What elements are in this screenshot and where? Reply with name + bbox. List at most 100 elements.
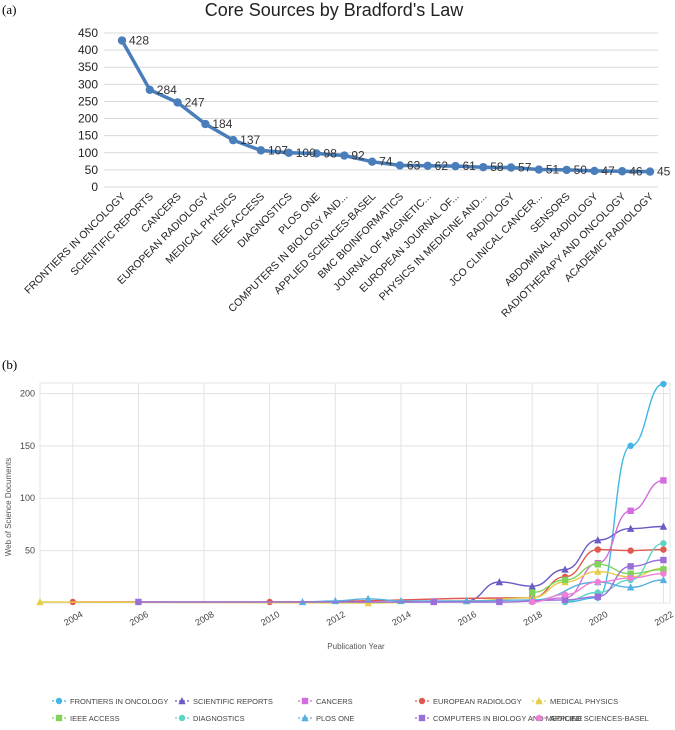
chart-b-point (594, 536, 602, 544)
chart-a-point (479, 162, 488, 172)
chart-b-legend-swatch-marker (55, 714, 63, 722)
chart-a-point (423, 161, 432, 170)
chart-b-legend-item[interactable]: APPLIED SCIENCES-BASEL (532, 714, 649, 723)
chart-a-point (201, 119, 210, 129)
chart-b-x-axis-label: Publication Year (327, 642, 385, 651)
chart-b-point (561, 591, 569, 598)
chart-b-legend-item[interactable]: EUROPEAN RADIOLOGY (415, 697, 522, 706)
chart-b-legend-label: CANCERS (316, 697, 353, 706)
chart-b-point (594, 578, 602, 586)
chart-b-point (627, 507, 634, 515)
chart-b-gridlines (39, 382, 671, 604)
chart-b-point (561, 576, 569, 584)
chart-a-data-label: 98 (324, 146, 338, 160)
chart-b-x-tick-label: 2012 (325, 609, 347, 628)
chart-a-data-label: 137 (240, 133, 260, 147)
chart-a-data-label: 58 (490, 160, 504, 174)
chart-a-y-tick-label: 450 (78, 26, 98, 40)
chart-a-data-label: 184 (212, 117, 232, 131)
chart-b-y-tick-label: 100 (20, 493, 35, 503)
chart-b-point (36, 597, 44, 606)
chart-a-line (120, 39, 651, 174)
chart-b-legend-item[interactable]: MEDICAL PHYSICS (532, 697, 618, 706)
chart-a-point (256, 146, 266, 155)
chart-a-y-ticks: 0 50 100 150 200 250 300 350 400 450 (78, 26, 98, 194)
chart-a-data-label: 107 (268, 143, 288, 157)
chart-b-series-group (462, 522, 668, 605)
chart-a-data-label: 45 (657, 165, 671, 179)
chart-b-point (660, 556, 667, 564)
chart-b-point (660, 566, 667, 573)
chart-a-data-label: 46 (629, 164, 643, 178)
chart-b-x-tick-label: 2006 (128, 609, 150, 628)
chart-b-point (528, 589, 536, 596)
chart-b-x-tick-label: 2018 (522, 609, 544, 628)
chart-b-series-group (528, 570, 667, 606)
chart-b-point (594, 546, 602, 553)
chart-b-legend-label: PLOS ONE (316, 714, 354, 723)
chart-b-legend-swatch-marker (535, 697, 543, 705)
chart-b-point (660, 570, 667, 577)
chart-b-series-line (39, 567, 664, 604)
chart-b-point (135, 598, 142, 606)
chart-b-legend-swatch-marker (55, 697, 63, 705)
chart-a-gridlines (104, 32, 658, 188)
chart-b-point (594, 561, 602, 568)
chart-b-point (626, 524, 635, 532)
chart-b-legend-item[interactable]: FRONTIERS IN ONCOLOGY (52, 697, 168, 706)
chart-b-series-line (564, 383, 664, 603)
chart-b-point (561, 596, 569, 604)
chart-b-point (660, 546, 667, 553)
chart-b-point (364, 594, 372, 603)
panel-a-label: (a) (2, 2, 16, 17)
chart-b-legend-label: IEEE ACCESS (70, 714, 120, 723)
chart-a-point (562, 165, 571, 175)
chart-b-point (496, 598, 503, 606)
chart-b-point (594, 593, 602, 600)
chart-a-point (145, 85, 154, 95)
chart-b-legend-swatch-marker (535, 714, 543, 722)
chart-a-point (367, 157, 377, 166)
chart-b-legend-item[interactable]: CANCERS (298, 697, 353, 706)
publication-trend-chart: 50 100 150 200 2004 2006 2008 2010 2012 2014 2016… (4, 380, 675, 723)
chart-a-data-label: 100 (296, 146, 316, 160)
chart-b-point (627, 563, 634, 570)
chart-b-legend-item[interactable]: PLOS ONE (298, 714, 354, 723)
chart-a-data-label: 61 (462, 159, 476, 173)
chart-b-y-tick-label: 200 (20, 388, 35, 398)
chart-b-legend-label: DIAGNOSTICS (193, 714, 245, 723)
chart-b-legend-item[interactable]: IEEE ACCESS (52, 714, 120, 723)
chart-a-data-label: 62 (435, 159, 449, 173)
chart-b-legend-item[interactable]: SCIENTIFIC REPORTS (175, 697, 273, 706)
chart-b-y-tick-label: 50 (25, 546, 35, 556)
chart-a-point (117, 36, 127, 45)
chart-b-y-tick-label: 150 (20, 441, 35, 451)
chart-a-points (117, 36, 655, 176)
chart-b-legend-swatch-marker (178, 697, 186, 705)
chart-b-legend-item[interactable]: DIAGNOSTICS (175, 714, 245, 723)
chart-a-y-tick-label: 0 (91, 180, 98, 194)
chart-b-point (561, 565, 569, 573)
chart-a-series (120, 39, 651, 174)
chart-b-legend-swatch-marker (418, 697, 426, 705)
chart-a-point (284, 148, 293, 157)
bradford-chart: Core Sources by Bradford's Law 0 50 100 150… (22, 0, 670, 320)
chart-b-legend-label: MEDICAL PHYSICS (550, 697, 618, 706)
chart-b-legend-item[interactable]: COMPUTERS IN BIOLOGY AND MEDICINE (415, 714, 582, 723)
chart-a-point (534, 165, 544, 174)
chart-b-point (660, 477, 667, 484)
chart-a-data-label: 92 (351, 149, 365, 163)
chart-a-y-tick-label: 100 (78, 146, 98, 160)
chart-b-x-tick-label: 2022 (653, 609, 675, 628)
chart-b-legend-label: SCIENTIFIC REPORTS (193, 697, 273, 706)
chart-a-point (645, 167, 655, 176)
chart-a-data-label: 50 (574, 163, 588, 177)
chart-b-point (626, 583, 635, 591)
chart-b-series (36, 380, 668, 607)
chart-b-legend-swatch-marker (178, 714, 186, 722)
chart-b-point (627, 570, 634, 577)
chart-b-x-ticks: 2004 2006 2008 2010 2012 2014 2016 2018 2020 2022 (62, 609, 675, 628)
chart-b-legend: FRONTIERS IN ONCOLOGY SCIENTIFIC REPORTS C… (52, 697, 649, 723)
chart-b-x-tick-label: 2020 (587, 609, 609, 628)
